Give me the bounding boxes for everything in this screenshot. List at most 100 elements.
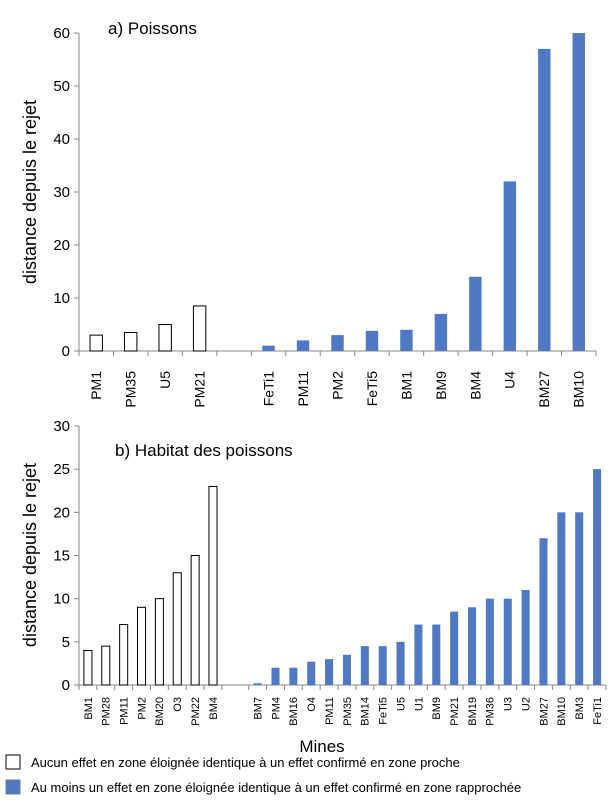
x-category-label: PM2	[329, 371, 345, 400]
x-category-label: BM1	[398, 371, 414, 400]
legend-swatch	[5, 779, 21, 795]
x-category-label: BM19	[467, 697, 479, 726]
x-category-label: U4	[502, 371, 518, 389]
x-category-label: BM10	[556, 697, 568, 726]
legend-label: Aucun effet en zone éloignée identique à…	[31, 755, 460, 770]
x-category-label: O3	[172, 697, 184, 712]
bar-bm27	[538, 48, 551, 352]
bar-pm1	[89, 334, 103, 352]
bar-pm36	[485, 598, 494, 685]
chart-title: b) Habitat des poissons	[115, 441, 293, 460]
bar-bm3	[575, 512, 584, 685]
y-tick-label: 10	[53, 290, 70, 307]
legend-label: Au moins un effet en zone éloignée ident…	[31, 780, 521, 795]
x-category-label: BM14	[360, 697, 372, 726]
x-category-label: PM21	[449, 697, 461, 726]
bar-pm2	[331, 335, 344, 351]
x-category-label: PM22	[190, 697, 202, 726]
y-tick-label: 50	[53, 78, 70, 95]
bar-u2	[521, 590, 530, 685]
y-tick-label: 15	[53, 548, 70, 565]
x-category-label: PM11	[295, 371, 311, 407]
bar-feti1	[593, 469, 602, 685]
x-category-label: BM9	[433, 371, 449, 400]
y-tick-label: 60	[53, 25, 70, 42]
x-category-label: BM7	[252, 697, 264, 720]
bar-u1	[414, 624, 423, 685]
x-category-label: FeTi1	[592, 697, 604, 725]
bar-bm1	[83, 649, 93, 686]
x-category-label: BM27	[536, 371, 552, 408]
bar-pm35	[342, 654, 351, 685]
x-category-label: PM35	[342, 697, 354, 726]
chart-b-habitat-des-poissons: 0 5 10 15 20 25 30 BM1 PM28 PM11 PM2 BM20 O3 PM22 BM4 B…	[20, 418, 607, 756]
x-category-label: PM35	[123, 371, 139, 408]
y-tick-label: 0	[62, 343, 70, 360]
y-tick-label: 25	[53, 461, 70, 478]
bar-bm7	[253, 683, 262, 685]
legend-swatch	[5, 754, 21, 770]
x-category-label: BM10	[571, 371, 587, 408]
bar-bm4	[469, 276, 482, 351]
bar-bm4	[208, 485, 218, 686]
chart-a-poissons: 0 10 20 30 40 50 60 PM1 PM35 U5 PM21 FeTi1 PM11 PM2 Fe…	[20, 19, 597, 408]
bar-o4	[307, 661, 316, 685]
bar-u3	[503, 598, 512, 685]
y-tick-label: 40	[53, 131, 70, 148]
bar-feti5	[365, 330, 379, 351]
y-tick-label: 30	[53, 418, 70, 435]
bar-pm21	[450, 611, 459, 685]
x-category-label: PM11	[324, 697, 336, 725]
bar-pm21	[192, 305, 207, 352]
bar-u5	[396, 641, 405, 685]
bar-pm11	[325, 659, 334, 685]
x-category-label: PM4	[270, 697, 282, 720]
y-axis-title: distance depuis le rejet	[20, 100, 40, 284]
bar-bm10	[557, 512, 566, 685]
x-category-label: BM9	[431, 697, 443, 720]
x-category-label: BM4	[208, 697, 220, 720]
bar-bm10	[572, 33, 585, 351]
y-tick-label: 0	[62, 677, 70, 694]
x-category-label: BM16	[288, 697, 300, 726]
x-category-label: U1	[413, 697, 425, 711]
bar-bm16	[289, 667, 298, 685]
bar-bm19	[467, 607, 477, 685]
x-category-label: PM21	[192, 371, 208, 408]
y-axis-title: distance depuis le rejet	[20, 463, 40, 647]
y-tick-label: 30	[53, 184, 70, 201]
bar-pm28	[101, 645, 111, 686]
x-category-label: BM3	[574, 697, 586, 720]
bar-pm11	[296, 340, 310, 351]
bar-bm27	[539, 538, 548, 685]
y-tick-label: 20	[53, 237, 70, 254]
x-axis-title: Mines	[299, 737, 344, 756]
chart-title: a) Poissons	[108, 19, 197, 38]
bar-pm2	[137, 606, 147, 686]
bar-pm35	[123, 331, 138, 352]
bar-bm9	[432, 624, 441, 685]
bar-u4	[503, 181, 517, 351]
x-category-label: PM2	[136, 697, 148, 720]
x-category-label: U5	[157, 371, 173, 389]
y-tick-label: 20	[53, 504, 70, 521]
x-category-label: U5	[395, 697, 407, 711]
y-tick-label: 10	[53, 591, 70, 608]
bar-pm4	[271, 667, 280, 685]
bar-bm20	[154, 598, 164, 686]
x-category-label: BM4	[467, 371, 483, 400]
x-category-label: PM36	[485, 697, 497, 726]
x-category-label: BM1	[83, 697, 95, 720]
x-category-label: PM1	[88, 371, 104, 400]
x-category-label: FeTi1	[260, 371, 276, 406]
bar-pm22	[190, 555, 200, 686]
bar-feti1	[262, 345, 275, 351]
x-category-label: PM28	[101, 697, 113, 726]
x-category-label: BM27	[538, 697, 550, 726]
bar-bm1	[400, 329, 413, 351]
x-category-label: BM20	[154, 697, 166, 726]
legend: Aucun effet en zone éloignée identique à…	[5, 754, 521, 795]
x-category-label: FeTi5	[364, 371, 380, 406]
y-tick-label: 5	[62, 634, 70, 651]
